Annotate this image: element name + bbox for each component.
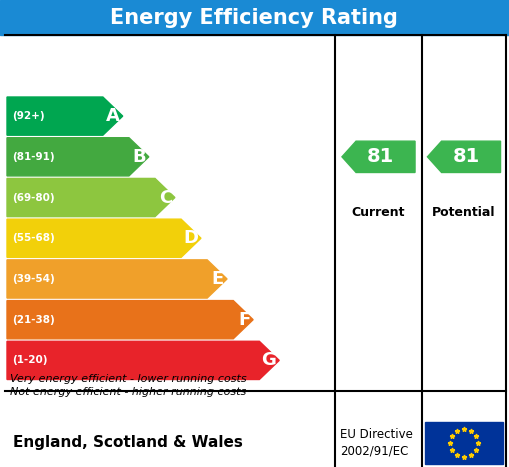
Text: (69-80): (69-80) [12, 192, 54, 203]
Text: Current: Current [352, 206, 405, 219]
Text: EU Directive: EU Directive [340, 429, 413, 441]
Text: A: A [106, 107, 120, 125]
Text: 81: 81 [367, 147, 394, 166]
Text: D: D [183, 229, 198, 247]
Text: B: B [132, 148, 146, 166]
Text: (92+): (92+) [12, 111, 45, 121]
Text: F: F [238, 311, 250, 329]
Polygon shape [342, 141, 415, 172]
Bar [5, 419, 506, 467]
Polygon shape [7, 341, 279, 380]
Bar [0, 0, 509, 35]
Polygon shape [7, 219, 201, 257]
Text: England, Scotland & Wales: England, Scotland & Wales [13, 436, 243, 451]
Text: Potential: Potential [432, 206, 496, 219]
Polygon shape [7, 260, 227, 298]
Text: Very energy efficient - lower running costs: Very energy efficient - lower running co… [10, 374, 247, 384]
Text: 81: 81 [453, 147, 480, 166]
Bar [5, 35, 506, 419]
Text: (81-91): (81-91) [12, 152, 54, 162]
Text: E: E [212, 270, 224, 288]
Text: G: G [261, 351, 276, 369]
Text: (55-68): (55-68) [12, 233, 55, 243]
Text: 2002/91/EC: 2002/91/EC [340, 445, 408, 458]
Polygon shape [7, 138, 149, 176]
Text: C: C [159, 189, 172, 206]
Text: (1-20): (1-20) [12, 355, 47, 365]
Polygon shape [7, 178, 175, 217]
Text: (39-54): (39-54) [12, 274, 55, 284]
Polygon shape [428, 141, 500, 172]
Text: Not energy efficient - higher running costs: Not energy efficient - higher running co… [10, 387, 246, 397]
Polygon shape [7, 301, 253, 339]
Bar [425, 422, 503, 464]
Text: (21-38): (21-38) [12, 315, 55, 325]
Text: Energy Efficiency Rating: Energy Efficiency Rating [110, 7, 398, 28]
Polygon shape [7, 97, 123, 135]
